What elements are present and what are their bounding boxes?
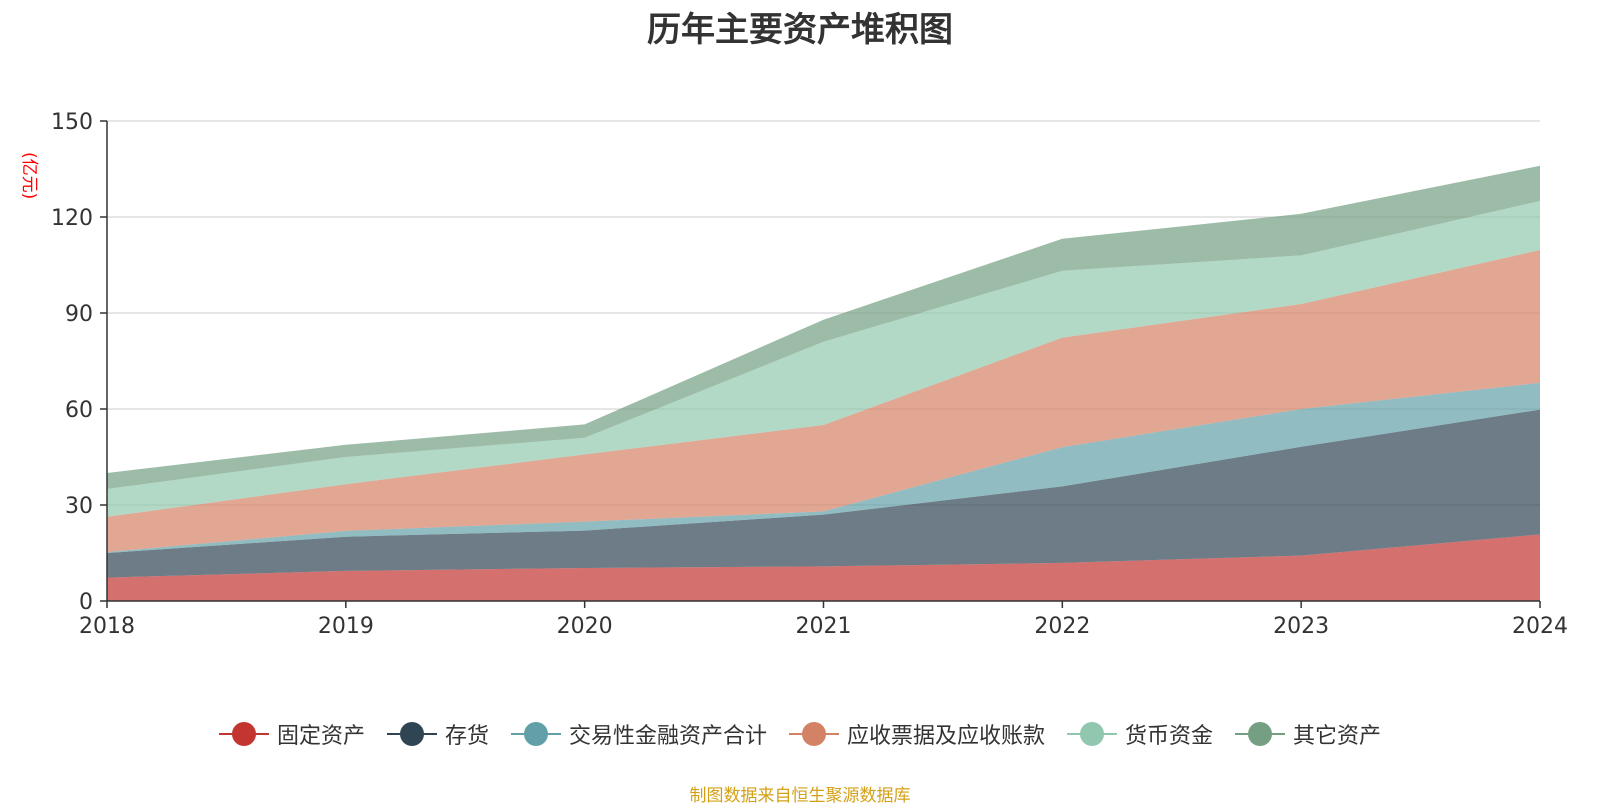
legend-item-0[interactable]: 固定资产 [219,718,365,750]
legend-item-2[interactable]: 交易性金融资产合计 [511,718,767,750]
x-tick-label: 2022 [1034,614,1090,639]
legend-marker-icon [789,721,839,747]
legend: 固定资产 存货 交易性金融资产合计 应收票据及应收账款 货币资金 其它资产 [0,718,1600,750]
legend-label: 应收票据及应收账款 [847,718,1045,750]
x-tick-label: 2024 [1512,614,1568,639]
legend-label: 货币资金 [1125,718,1213,750]
legend-marker-icon [1235,721,1285,747]
legend-marker-dot [802,722,826,746]
legend-marker-icon [219,721,269,747]
legend-item-5[interactable]: 其它资产 [1235,718,1381,750]
legend-marker-dot [1080,722,1104,746]
legend-label: 存货 [445,718,489,750]
legend-label: 固定资产 [277,718,365,750]
source-note: 制图数据来自恒生聚源数据库 [0,781,1600,806]
x-tick-label: 2018 [79,614,135,639]
legend-label: 交易性金融资产合计 [569,718,767,750]
x-tick-label: 2023 [1273,614,1329,639]
legend-marker-icon [511,721,561,747]
y-tick-label: 60 [65,398,93,423]
legend-marker-dot [1248,722,1272,746]
x-tick-label: 2020 [557,614,613,639]
y-axis-unit-label: (亿元) [19,152,44,199]
y-tick-label: 30 [65,494,93,519]
legend-marker-dot [232,722,256,746]
y-tick-label: 150 [51,110,93,135]
x-tick-label: 2021 [796,614,852,639]
y-tick-label: 120 [51,206,93,231]
legend-marker-dot [524,722,548,746]
legend-marker-icon [387,721,437,747]
y-tick-label: 90 [65,302,93,327]
legend-label: 其它资产 [1293,718,1381,750]
x-tick-label: 2019 [318,614,374,639]
legend-item-4[interactable]: 货币资金 [1067,718,1213,750]
legend-item-3[interactable]: 应收票据及应收账款 [789,718,1045,750]
legend-marker-icon [1067,721,1117,747]
legend-marker-dot [400,722,424,746]
legend-item-1[interactable]: 存货 [387,718,489,750]
y-tick-label: 0 [79,590,93,615]
